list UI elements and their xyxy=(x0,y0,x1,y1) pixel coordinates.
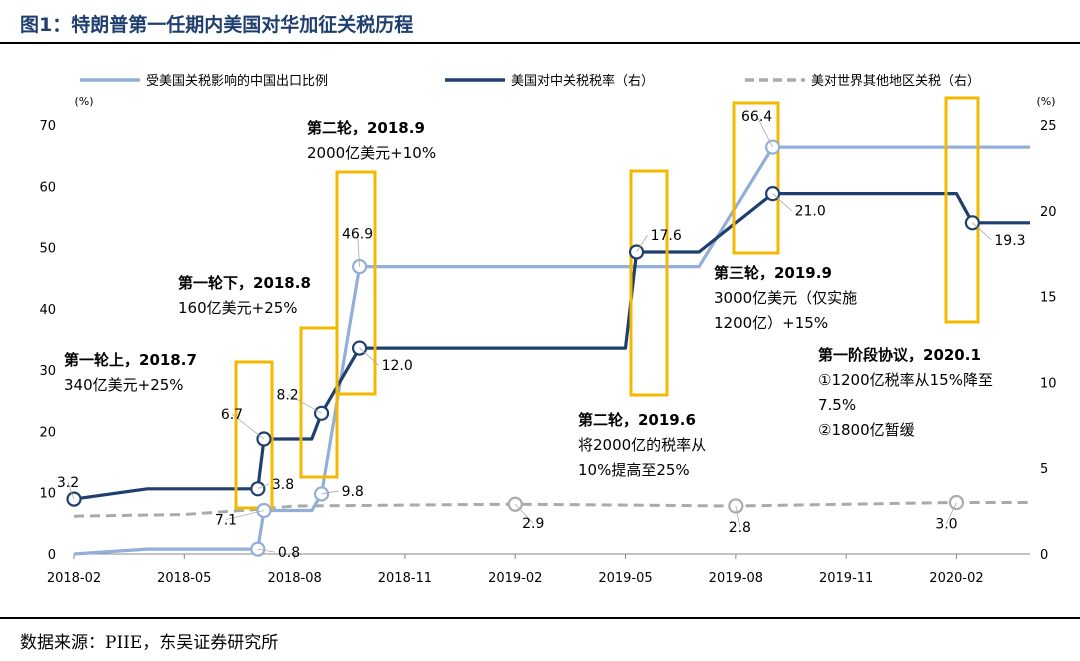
x-tick-label: 2018-11 xyxy=(378,571,432,586)
data-label-leader xyxy=(257,483,270,490)
x-tick-label: 2019-11 xyxy=(819,571,873,586)
highlight-box xyxy=(944,96,980,324)
highlight-box xyxy=(299,326,339,479)
y-left-tick-label: 40 xyxy=(39,303,56,318)
data-label: 9.8 xyxy=(342,484,364,500)
y-left-tick-label: 30 xyxy=(39,364,56,379)
y-right-tick-label: 5 xyxy=(1040,462,1048,477)
legend-entry: 美国对中关税税率（右） xyxy=(511,73,654,89)
annotation-text: 将2000亿的税率从 xyxy=(578,436,706,454)
data-label: 7.1 xyxy=(215,512,237,528)
annotation-text: 第二轮，2018.9 xyxy=(307,119,425,137)
annotation-text: 第一阶段协议，2020.1 xyxy=(818,346,981,364)
data-label: 2.8 xyxy=(729,520,751,536)
x-tick-label: 2019-08 xyxy=(709,571,763,586)
annotation-text: 1200亿）+15% xyxy=(714,314,828,332)
y-right-tick-label: 0 xyxy=(1040,548,1048,563)
data-label: 8.2 xyxy=(276,387,298,403)
highlight-box xyxy=(629,169,669,397)
annotation-text: 第二轮，2019.6 xyxy=(578,411,696,429)
data-label: 2.9 xyxy=(522,516,544,532)
legend-entry: 美对世界其他地区关税（右） xyxy=(811,74,980,89)
data-label: 12.0 xyxy=(382,358,413,374)
annotation-text: 7.5% xyxy=(818,396,856,414)
data-label-leader xyxy=(287,393,322,414)
annotation-text: 第三轮，2019.9 xyxy=(714,264,832,282)
data-label-leader xyxy=(972,222,992,241)
data-label-leader xyxy=(735,505,741,528)
data-label: 6.7 xyxy=(221,407,243,423)
data-label: 3.8 xyxy=(272,477,294,493)
data-point-marker xyxy=(628,244,645,260)
y-left-tick-label: 10 xyxy=(39,487,56,502)
x-tick-label: 2019-02 xyxy=(488,571,542,586)
data-label-leader xyxy=(756,115,773,148)
data-label-leader xyxy=(772,193,792,211)
data-label: 17.6 xyxy=(651,228,682,244)
x-tick-label: 2018-08 xyxy=(267,571,321,586)
highlight-box xyxy=(335,170,377,396)
highlight-box xyxy=(234,360,274,510)
y-right-tick-label: 10 xyxy=(1040,376,1057,391)
data-label-leader xyxy=(357,233,360,267)
annotation-text: 2000亿美元+10% xyxy=(307,144,436,162)
y-left-tick-label: 60 xyxy=(39,180,56,195)
data-label: 46.9 xyxy=(342,227,373,243)
data-label-leader xyxy=(514,503,534,524)
x-tick-label: 2019-05 xyxy=(598,571,652,586)
x-tick-label: 2018-02 xyxy=(47,571,101,586)
data-label: 0.8 xyxy=(278,545,300,561)
y-right-tick-label: 15 xyxy=(1040,291,1057,306)
data-label-leader xyxy=(67,481,75,500)
source-note: 数据来源：PIIE，东吴证券研究所 xyxy=(20,633,279,653)
figure-title: 图1：特朗普第一任期内美国对华加征关税历程 xyxy=(20,14,414,36)
annotation-text: ②1800亿暂缓 xyxy=(818,421,915,439)
annotation-text: 第一轮上，2018.7 xyxy=(64,351,197,369)
title-rule xyxy=(0,42,1080,44)
data-label-leader xyxy=(257,548,275,553)
source-rule xyxy=(0,617,1080,619)
annotation-text: 3000亿美元（仅实施 xyxy=(714,289,857,307)
annotation-text: 160亿美元+25% xyxy=(178,299,298,317)
data-label: 21.0 xyxy=(795,204,826,220)
x-tick-label: 2018-05 xyxy=(157,571,211,586)
annotation-text: 340亿美元+25% xyxy=(64,376,184,394)
y-right-tick-label: 25 xyxy=(1040,119,1057,134)
x-tick-label: 2020-02 xyxy=(929,571,983,586)
data-label-leader xyxy=(946,502,957,524)
annotation-text: 第一轮下，2018.8 xyxy=(178,274,311,292)
y-left-tick-label: 50 xyxy=(39,242,56,257)
y-left-unit: (%) xyxy=(74,95,93,108)
annotation-text: 10%提高至25% xyxy=(578,461,690,479)
legend-entry: 受美国关税影响的中国出口比例 xyxy=(146,73,328,89)
highlight-box xyxy=(732,101,780,255)
y-left-tick-label: 70 xyxy=(39,119,56,134)
data-label-leader xyxy=(636,234,648,253)
data-label-leader xyxy=(321,490,339,495)
data-label: 3.2 xyxy=(57,475,79,491)
series-line xyxy=(73,192,1030,501)
y-right-tick-label: 20 xyxy=(1040,205,1057,220)
data-label: 66.4 xyxy=(741,109,772,125)
data-label-leader xyxy=(225,510,265,520)
annotation-text: ①1200亿税率从15%降至 xyxy=(818,371,993,389)
data-label: 19.3 xyxy=(994,233,1025,249)
y-left-tick-label: 0 xyxy=(48,548,56,563)
data-label-leader xyxy=(359,347,379,366)
data-label: 3.0 xyxy=(935,517,957,533)
y-left-tick-label: 20 xyxy=(39,425,56,440)
y-right-unit: (%) xyxy=(1036,95,1055,108)
data-label-leader xyxy=(231,413,265,440)
